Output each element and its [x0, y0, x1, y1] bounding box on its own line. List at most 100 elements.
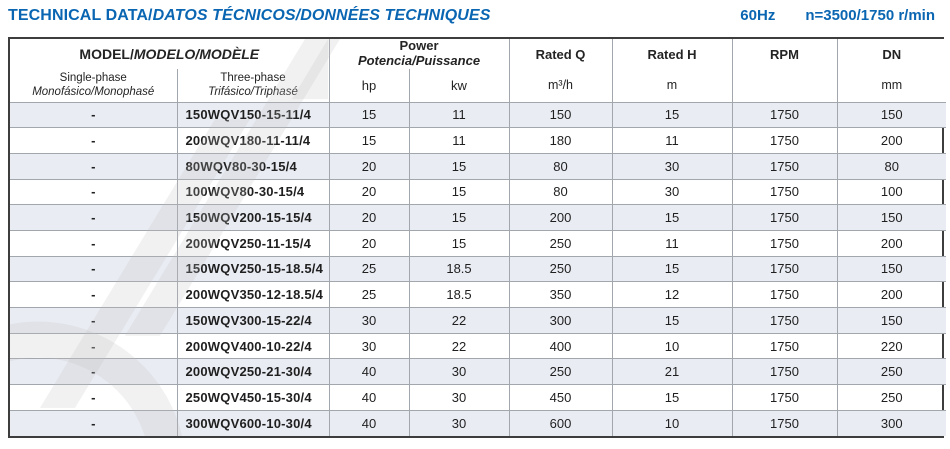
technical-data-table: MODEL/MODELO/MODÈLE Power Potencia/Puiss…: [8, 37, 946, 438]
cell-single-phase: -: [10, 409, 178, 436]
header-rated-h: Rated H m: [611, 39, 733, 103]
header-rated-q-unit: m³/h: [548, 77, 573, 92]
cell-rpm: 1750: [731, 409, 838, 436]
speed-value: n=3500/1750 r/min: [805, 7, 935, 24]
cell-rated-q: 250: [508, 229, 613, 257]
header-three-phase-intl: Trifásico/Triphasé: [208, 86, 298, 99]
cell-rated-q: 150: [508, 101, 613, 129]
cell-kw: 18.5: [408, 281, 510, 308]
cell-dn: 250: [836, 358, 946, 386]
cell-kw: 30: [408, 409, 510, 436]
cell-rated-h: 21: [611, 358, 733, 386]
cell-rated-q: 600: [508, 409, 613, 436]
cell-three-phase-model: 250WQV450-15-30/4: [176, 384, 330, 411]
header-single-phase-intl: Monofásico/Monophasé: [32, 86, 155, 99]
header-model-group: MODEL/MODELO/MODÈLE: [10, 39, 330, 69]
cell-kw: 15: [408, 229, 510, 257]
cell-kw: 18.5: [408, 255, 510, 283]
cell-hp: 25: [328, 281, 410, 308]
table-row: - 80WQV80-30-15/4 20 15 80 30 1750 80: [10, 152, 946, 180]
cell-rated-q: 80: [508, 178, 613, 206]
cell-dn: 200: [836, 281, 946, 308]
cell-three-phase-model: 150WQV150-15-11/4: [176, 101, 330, 129]
cell-hp: 20: [328, 204, 410, 231]
cell-rpm: 1750: [731, 255, 838, 283]
cell-hp: 15: [328, 127, 410, 154]
table-body: - 150WQV150-15-11/4 15 11 150 15 1750 15…: [10, 101, 946, 436]
cell-hp: 30: [328, 307, 410, 334]
header-rated-q-label: Rated Q: [535, 46, 586, 62]
cell-dn: 200: [836, 229, 946, 257]
header-dn-label: DN: [882, 46, 902, 62]
header-kw-unit: kw: [408, 69, 509, 103]
cell-dn: 150: [836, 307, 946, 334]
cell-hp: 15: [328, 101, 410, 129]
cell-hp: 40: [328, 384, 410, 411]
cell-three-phase-model: 100WQV80-30-15/4: [176, 178, 330, 206]
cell-rated-h: 12: [611, 281, 733, 308]
cell-three-phase-model: 200WQV350-12-18.5/4: [176, 281, 330, 308]
cell-rated-h: 11: [611, 229, 733, 257]
cell-rated-h: 15: [611, 307, 733, 334]
frequency-info: 60Hz n=3500/1750 r/min: [740, 7, 935, 24]
cell-rated-q: 300: [508, 307, 613, 334]
cell-hp: 25: [328, 255, 410, 283]
header-group-row: MODEL/MODELO/MODÈLE Power Potencia/Puiss…: [10, 38, 946, 103]
table-row: - 100WQV80-30-15/4 20 15 80 30 1750 100: [10, 178, 946, 206]
header-three-phase-en: Three-phase: [220, 71, 286, 84]
cell-single-phase: -: [10, 358, 178, 386]
cell-dn: 220: [836, 332, 946, 360]
top-bar: TECHNICAL DATA/DATOS TÉCNICOS/DONNÉES TE…: [0, 0, 950, 25]
page-title: TECHNICAL DATA/DATOS TÉCNICOS/DONNÉES TE…: [8, 7, 490, 25]
header-dn-unit: mm: [881, 77, 903, 92]
header-power-intl: Potencia/Puissance: [357, 53, 481, 68]
cell-hp: 20: [328, 152, 410, 180]
cell-three-phase-model: 200WQV250-21-30/4: [176, 358, 330, 386]
cell-rated-h: 11: [611, 127, 733, 154]
cell-dn: 80: [836, 152, 946, 180]
cell-single-phase: -: [10, 127, 178, 154]
cell-rated-q: 250: [508, 255, 613, 283]
header-power-group: Power Potencia/Puissance: [328, 38, 510, 69]
cell-rpm: 1750: [731, 358, 838, 386]
cell-rated-q: 250: [508, 358, 613, 386]
header-dn: DN mm: [836, 39, 946, 103]
header-rated-h-label: Rated H: [647, 46, 697, 62]
cell-three-phase-model: 200WQV400-10-22/4: [176, 332, 330, 360]
table-row: - 150WQV150-15-11/4 15 11 150 15 1750 15…: [10, 101, 946, 129]
cell-dn: 150: [836, 101, 946, 129]
cell-rated-q: 80: [508, 152, 613, 180]
cell-dn: 300: [836, 409, 946, 436]
header-power-en: Power: [399, 38, 439, 54]
page-title-en: TECHNICAL DATA/: [8, 7, 153, 24]
cell-kw: 30: [408, 384, 510, 411]
frequency-value: 60Hz: [740, 7, 776, 24]
cell-kw: 11: [408, 127, 510, 154]
table-row: - 200WQV350-12-18.5/4 25 18.5 350 12 175…: [10, 281, 946, 308]
cell-three-phase-model: 200WQV180-11-11/4: [176, 127, 330, 154]
cell-single-phase: -: [10, 281, 178, 308]
cell-rpm: 1750: [731, 384, 838, 411]
cell-kw: 15: [408, 204, 510, 231]
cell-hp: 40: [328, 358, 410, 386]
header-single-phase: Single-phase Monofásico/Monophasé: [10, 69, 178, 103]
cell-three-phase-model: 150WQV250-15-18.5/4: [176, 255, 330, 283]
header-model-intl: MODELO/MODÈLE: [133, 46, 260, 62]
cell-kw: 11: [408, 101, 510, 129]
cell-three-phase-model: 150WQV200-15-15/4: [176, 204, 330, 231]
cell-rated-h: 30: [611, 178, 733, 206]
cell-hp: 40: [328, 409, 410, 436]
cell-three-phase-model: 300WQV600-10-30/4: [176, 409, 330, 436]
cell-rpm: 1750: [731, 281, 838, 308]
cell-hp: 30: [328, 332, 410, 360]
cell-rated-q: 200: [508, 204, 613, 231]
cell-rated-q: 180: [508, 127, 613, 154]
cell-single-phase: -: [10, 384, 178, 411]
header-sub-row: Single-phase Monofásico/Monophasé Three-…: [10, 69, 946, 103]
page-title-intl: DATOS TÉCNICOS/DONNÉES TECHNIQUES: [152, 7, 491, 24]
header-rated-q: Rated Q m³/h: [508, 39, 613, 103]
cell-three-phase-model: 80WQV80-30-15/4: [176, 152, 330, 180]
cell-single-phase: -: [10, 178, 178, 206]
cell-single-phase: -: [10, 307, 178, 334]
cell-rated-q: 400: [508, 332, 613, 360]
